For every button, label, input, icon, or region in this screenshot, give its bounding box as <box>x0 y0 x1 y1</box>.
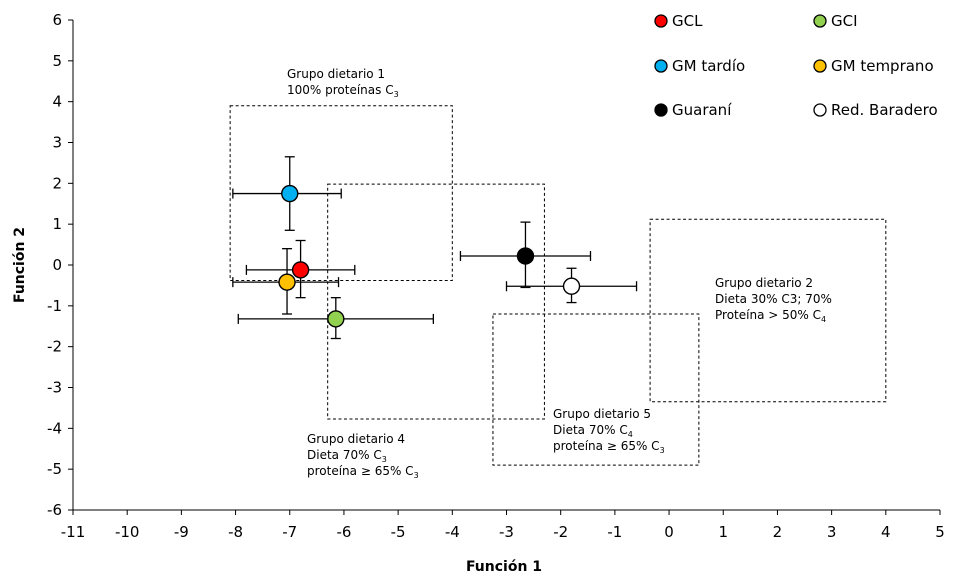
y-tick-label: -5 <box>47 460 62 478</box>
y-tick-label: -1 <box>47 297 62 315</box>
legend-item-red-baradero: Red. Baradero <box>813 101 938 119</box>
dietary-group-label-g5-line-2: Dieta 70% C4 <box>553 423 633 439</box>
axes: -11 -10 -9 -8 -7 -6 -5 -4 -3 -2 -1 0 1 2 3 4 5-6-5-4-3-2… <box>47 11 945 541</box>
legend-label: GCI <box>831 12 858 30</box>
legend-label: GM temprano <box>831 57 934 75</box>
legend-label: Guaraní <box>672 101 732 119</box>
marker-gcl <box>291 261 310 279</box>
y-tick-label: 1 <box>52 215 62 233</box>
x-tick-label: -9 <box>174 523 189 541</box>
dietary-group-label-g4-line-1: Grupo dietario 4 <box>307 432 405 446</box>
y-tick-label: 2 <box>52 174 62 192</box>
dietary-group-label-g2-line-1: Grupo dietario 2 <box>715 276 813 290</box>
point-red-baradero <box>505 267 638 304</box>
x-tick-label: -7 <box>282 523 297 541</box>
dietary-group-label-g4-line-2: Dieta 70% C3 <box>307 448 387 464</box>
point-gci <box>237 297 434 340</box>
point-gm-tard-o <box>232 156 342 231</box>
x-tick-label: 2 <box>773 523 783 541</box>
marker-gci <box>327 310 345 328</box>
y-tick-label: -3 <box>47 379 62 397</box>
legend: GCL GCI GM tardío GM temprano Guaraní Red. Ba… <box>654 12 938 119</box>
dietary-group-box-g2 <box>649 218 887 403</box>
marker-red-baradero <box>562 277 581 295</box>
dietary-group-label-g2-line-2: Dieta 30% C3; 70% <box>715 292 832 306</box>
y-tick-label: 4 <box>52 93 62 111</box>
marker-gm-temprano <box>278 273 296 291</box>
y-tick-label: -2 <box>47 338 62 356</box>
point-gm-temprano <box>232 248 340 315</box>
dietary-group-box-g4 <box>327 183 545 420</box>
dietary-group-label-g4-line-3: proteína ≥ 65% C3 <box>307 464 419 480</box>
legend-item-gm-temprano: GM temprano <box>813 57 934 75</box>
x-tick-label: 1 <box>718 523 728 541</box>
x-tick-label: -2 <box>553 523 568 541</box>
legend-item-gm-tard-o: GM tardío <box>654 57 745 75</box>
y-tick-label: 5 <box>52 52 62 70</box>
legend-marker <box>654 14 668 28</box>
point-gcl <box>245 239 356 299</box>
dietary-group-label-g1-line-1: Grupo dietario 1 <box>287 67 385 81</box>
legend-label: GCL <box>672 12 703 30</box>
legend-item-gcl: GCL <box>654 12 703 30</box>
dietary-group-label-g5-line-3: proteína ≥ 65% C3 <box>553 439 665 455</box>
x-axis-title: Función 1 <box>466 559 542 575</box>
y-tick-label: 0 <box>52 256 62 274</box>
marker-gm-tard-o <box>281 184 299 203</box>
dietary-group-box-g5 <box>492 313 700 466</box>
dietary-group-label-g2-line-3: Proteína > 50% C4 <box>715 308 826 324</box>
marker-guaran- <box>516 247 535 265</box>
x-tick-label: -6 <box>336 523 351 541</box>
x-tick-label: -11 <box>61 523 86 541</box>
x-tick-label: 4 <box>881 523 891 541</box>
legend-item-guaran-: Guaraní <box>654 101 732 119</box>
point-guaran- <box>459 221 592 289</box>
y-tick-label: -4 <box>47 419 62 437</box>
legend-marker <box>813 14 827 28</box>
dietary-group-boxes: Grupo dietario 1 100% proteínas C3 Grupo d… <box>229 67 887 480</box>
x-tick-label: 3 <box>827 523 837 541</box>
dietary-group-box-g1 <box>229 105 453 282</box>
dietary-group-label-g5-line-1: Grupo dietario 5 <box>553 407 651 421</box>
x-tick-label: -1 <box>607 523 622 541</box>
y-tick-label: 3 <box>52 134 62 152</box>
legend-label: Red. Baradero <box>831 101 938 119</box>
x-tick-label: 5 <box>935 523 945 541</box>
legend-marker <box>654 59 668 73</box>
y-tick-label: 6 <box>52 11 62 29</box>
x-tick-label: -5 <box>391 523 406 541</box>
legend-marker <box>813 59 827 73</box>
x-tick-label: -4 <box>445 523 460 541</box>
x-tick-label: -10 <box>115 523 140 541</box>
x-tick-label: -3 <box>499 523 514 541</box>
x-tick-label: 0 <box>664 523 674 541</box>
x-tick-label: -8 <box>228 523 243 541</box>
data-points <box>232 156 638 340</box>
legend-label: GM tardío <box>672 57 745 75</box>
legend-item-gci: GCI <box>813 12 858 30</box>
legend-marker <box>654 103 668 117</box>
y-axis-title: Función 2 <box>12 227 28 303</box>
y-tick-label: -6 <box>47 501 62 519</box>
legend-marker <box>813 103 827 117</box>
dietary-group-label-g1-line-2: 100% proteínas C3 <box>287 83 399 99</box>
